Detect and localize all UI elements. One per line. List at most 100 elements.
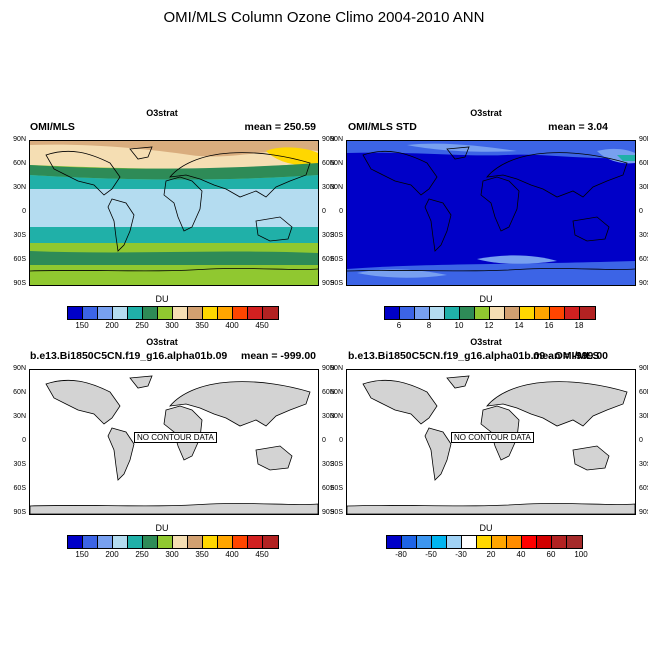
panel-left-string: OMI/MLS bbox=[30, 121, 75, 133]
colorbar-swatch bbox=[263, 536, 278, 548]
colorbar-units: DU bbox=[155, 294, 169, 304]
latitude-label-right: 90S bbox=[322, 509, 335, 516]
colorbar-swatch bbox=[447, 536, 462, 548]
panel-mean-value: mean = -999.00 bbox=[532, 350, 608, 362]
colorbar-swatch bbox=[552, 536, 567, 548]
land-masses bbox=[347, 375, 635, 514]
latitude-label-right: 90N bbox=[322, 365, 335, 372]
colorbar-units: DU bbox=[479, 523, 493, 533]
latitude-label-left: 90S bbox=[330, 509, 343, 516]
latitude-label-left: 0 bbox=[22, 437, 26, 444]
colorbar-swatch bbox=[430, 307, 445, 319]
ozone-std-map bbox=[346, 140, 636, 286]
colorbar-swatch bbox=[402, 536, 417, 548]
latitude-label-right: 90N bbox=[639, 365, 648, 372]
coastlines bbox=[30, 146, 318, 272]
latitude-label-right: 90N bbox=[639, 136, 648, 143]
colorbar-swatch bbox=[432, 536, 447, 548]
latitude-label-right: 60S bbox=[639, 256, 648, 263]
colorbar-swatch bbox=[567, 536, 582, 548]
colorbar-swatch bbox=[188, 307, 203, 319]
latitude-label-left: 60N bbox=[13, 389, 26, 396]
latitude-label-right: 30N bbox=[322, 413, 335, 420]
latitude-label-left: 0 bbox=[339, 208, 343, 215]
latitude-label-right: 60S bbox=[322, 256, 335, 263]
colorbar-swatch bbox=[98, 536, 113, 548]
colorbar-swatch bbox=[173, 307, 188, 319]
colorbar-swatch bbox=[203, 536, 218, 548]
latitude-label-right: 90S bbox=[639, 509, 648, 516]
latitude-label-right: 90S bbox=[639, 280, 648, 287]
latitude-label-right: 60S bbox=[639, 485, 648, 492]
colorbar-tick-label: -80 bbox=[395, 550, 407, 559]
latitude-label-left: 60S bbox=[13, 256, 26, 263]
colorbar-swatch bbox=[143, 536, 158, 548]
latitude-label-right: 90S bbox=[322, 280, 335, 287]
colorbar-tick-label: 8 bbox=[426, 321, 432, 330]
colorbar-tick-label: 18 bbox=[574, 321, 584, 330]
colorbar-swatch bbox=[417, 536, 432, 548]
latitude-label-left: 60S bbox=[330, 256, 343, 263]
colorbar-swatch bbox=[520, 307, 535, 319]
page-title: OMI/MLS Column Ozone Climo 2004-2010 ANN bbox=[163, 9, 485, 26]
colorbar-swatch bbox=[248, 307, 263, 319]
latitude-label-right: 0 bbox=[322, 437, 326, 444]
no-contour-data-label: NO CONTOUR DATA bbox=[134, 432, 217, 443]
panel-left-string: b.e13.Bi1850C5CN.f19_g16.alpha01b.09 - O… bbox=[348, 350, 600, 362]
panel-model-minus-obs: O3strat b.e13.Bi1850C5CN.f19_g16.alpha01… bbox=[324, 333, 648, 563]
latitude-label-right: 60N bbox=[322, 160, 335, 167]
colorbar-swatch bbox=[113, 307, 128, 319]
colorbar-tick-label: 6 bbox=[396, 321, 402, 330]
colorbar-tick-label: 10 bbox=[454, 321, 464, 330]
colorbar-tick-label: 100 bbox=[574, 550, 588, 559]
latitude-label-right: 60S bbox=[322, 485, 335, 492]
panel-ozone-std: O3strat OMI/MLS STD mean = 3.04 90N90N60… bbox=[324, 104, 648, 334]
colorbar-tick-label: 400 bbox=[225, 550, 239, 559]
colorbar-tick-label: 14 bbox=[514, 321, 524, 330]
colorbar-tick-label: 40 bbox=[516, 550, 526, 559]
colorbar-tick-label: 200 bbox=[105, 550, 119, 559]
colorbar-swatch bbox=[218, 536, 233, 548]
coastlines bbox=[347, 146, 635, 272]
latitude-label-left: 90S bbox=[13, 509, 26, 516]
panel-variable-title: O3strat bbox=[146, 337, 178, 347]
latitude-label-left: 60N bbox=[13, 160, 26, 167]
colorbar-swatch bbox=[128, 536, 143, 548]
latitude-label-left: 90S bbox=[330, 280, 343, 287]
panel-left-string: OMI/MLS STD bbox=[348, 121, 417, 133]
colorbar-swatch bbox=[565, 307, 580, 319]
colorbar-swatch bbox=[143, 307, 158, 319]
colorbar-tick-label: 16 bbox=[544, 321, 554, 330]
colorbar-swatch bbox=[505, 307, 520, 319]
latitude-label-right: 30N bbox=[639, 413, 648, 420]
colorbar-swatch bbox=[462, 536, 477, 548]
colorbar-tick-label: 150 bbox=[75, 321, 89, 330]
colorbar bbox=[384, 306, 596, 320]
latitude-label-left: 60N bbox=[330, 389, 343, 396]
colorbar-swatch bbox=[248, 536, 263, 548]
latitude-label-right: 0 bbox=[322, 208, 326, 215]
model-ozone-map: NO CONTOUR DATA bbox=[29, 369, 319, 515]
panel-left-string: b.e13.Bi1850C5CN.f19_g16.alpha01b.09 bbox=[30, 350, 228, 362]
no-contour-data-label: NO CONTOUR DATA bbox=[451, 432, 534, 443]
colorbar-units: DU bbox=[155, 523, 169, 533]
colorbar-tick-label: 450 bbox=[255, 550, 269, 559]
colorbar-swatch bbox=[188, 536, 203, 548]
colorbar-tick-label: 350 bbox=[195, 321, 209, 330]
latitude-label-left: 30N bbox=[13, 413, 26, 420]
colorbar-swatch bbox=[68, 536, 83, 548]
colorbar-swatch bbox=[385, 307, 400, 319]
colorbar-tick-label: 300 bbox=[165, 550, 179, 559]
colorbar-tick-label: 200 bbox=[105, 321, 119, 330]
latitude-label-left: 30S bbox=[13, 461, 26, 468]
latitude-label-left: 60S bbox=[330, 485, 343, 492]
colorbar-swatch bbox=[492, 536, 507, 548]
colorbar-swatch bbox=[490, 307, 505, 319]
latitude-label-left: 90S bbox=[13, 280, 26, 287]
latitude-label-left: 90N bbox=[330, 136, 343, 143]
panel-variable-title: O3strat bbox=[470, 108, 502, 118]
colorbar-tick-label: 250 bbox=[135, 550, 149, 559]
colorbar-swatch bbox=[445, 307, 460, 319]
latitude-label-left: 60S bbox=[13, 485, 26, 492]
panel-mean-value: mean = 3.04 bbox=[548, 121, 608, 133]
